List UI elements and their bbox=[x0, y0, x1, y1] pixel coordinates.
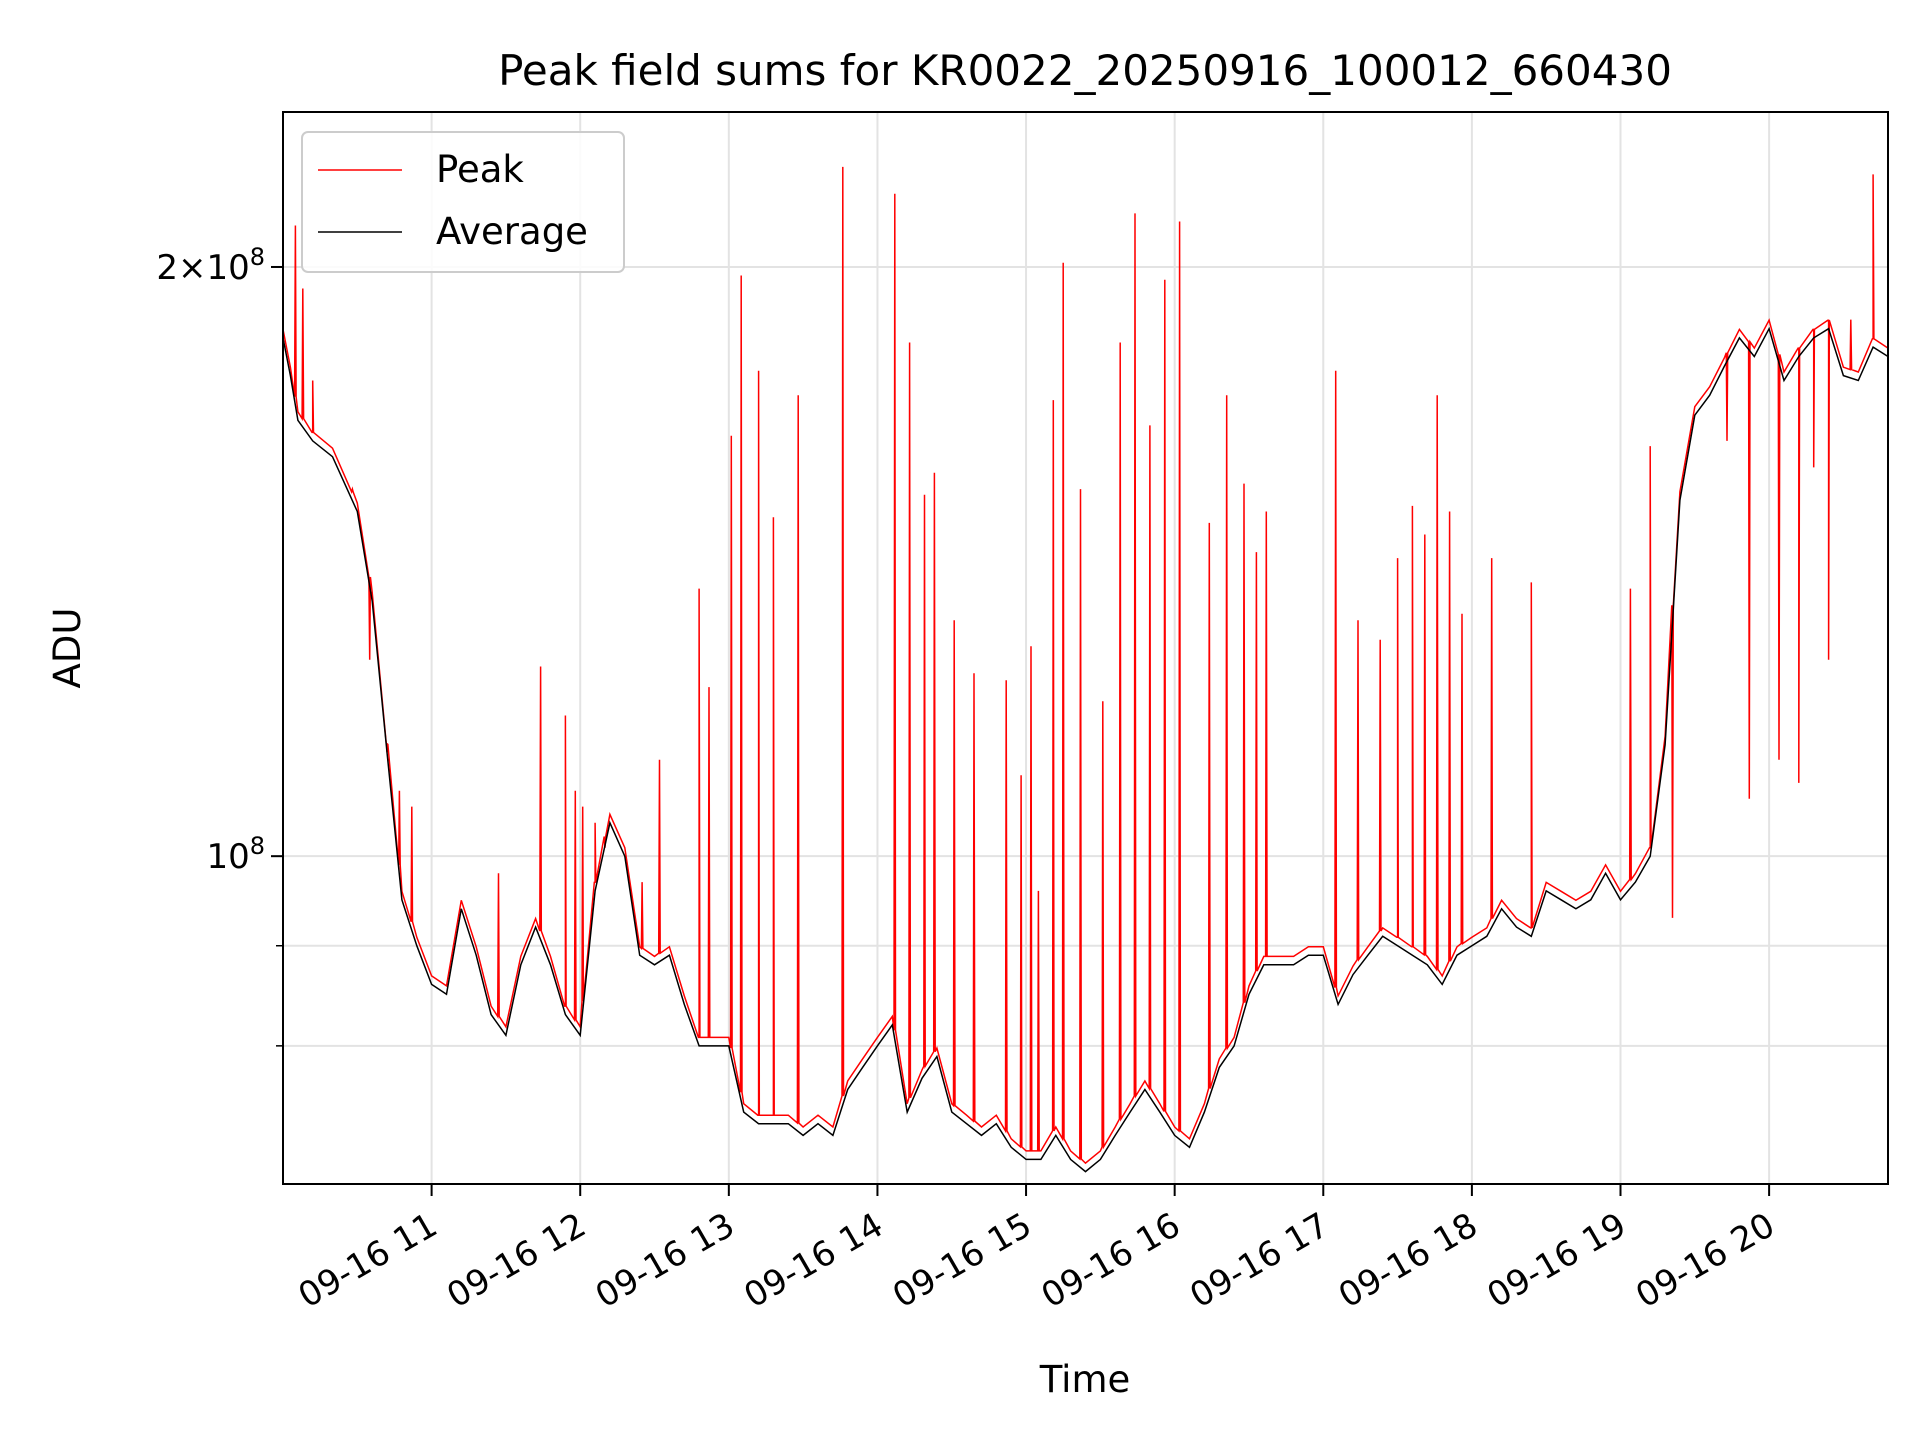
y-tick-label: 2×108 bbox=[156, 243, 265, 288]
series-line-average bbox=[282, 326, 1889, 1173]
legend-box bbox=[301, 131, 625, 273]
grid bbox=[283, 112, 1888, 1184]
plot-area bbox=[282, 166, 1889, 1173]
series-line-peak bbox=[282, 166, 1889, 1165]
y-axis-label: ADU bbox=[46, 608, 89, 689]
legend: Peak Average bbox=[301, 131, 625, 273]
legend-peak-label: Peak bbox=[436, 148, 524, 191]
x-axis-label: Time bbox=[1039, 1358, 1131, 1401]
chart-title: Peak field sums for KR0022_20250916_1000… bbox=[498, 46, 1672, 95]
legend-average-label: Average bbox=[436, 210, 588, 253]
axes-frame bbox=[282, 111, 1889, 1185]
